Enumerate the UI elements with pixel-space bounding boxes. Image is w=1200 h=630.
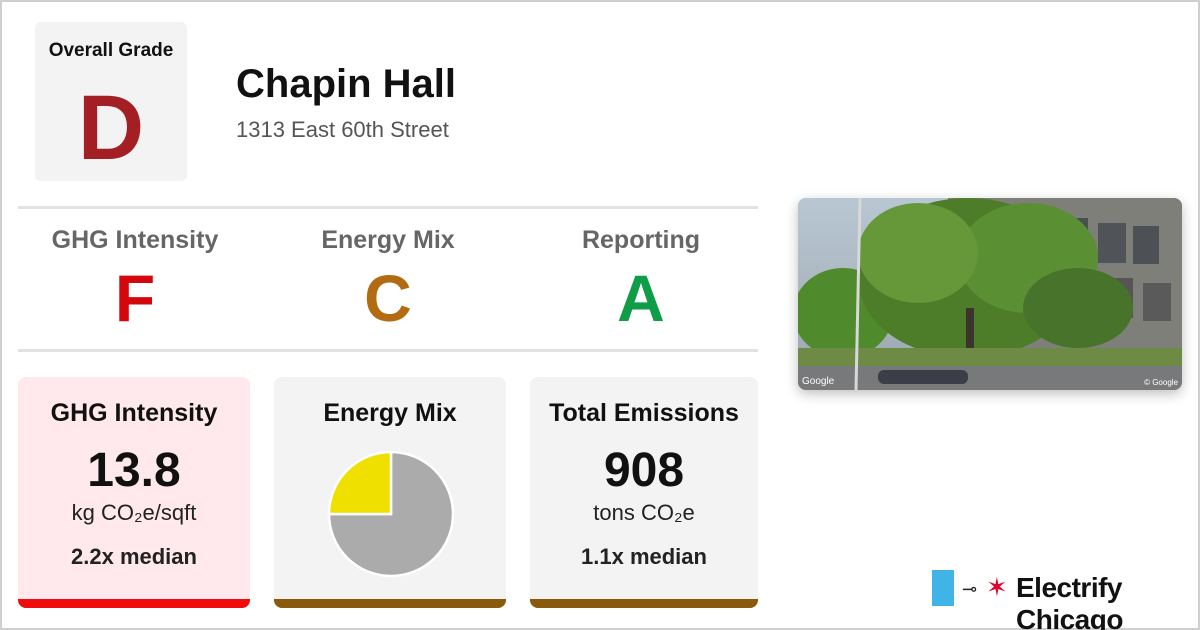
total-emissions-unit: tons CO₂e [593,500,695,525]
card-accent-bar [274,599,506,608]
card-title: Energy Mix [323,399,457,427]
overall-grade-letter: D [77,77,145,179]
sub-grade-label: Reporting [581,226,701,254]
brand-name: Electrify Chicago [1016,572,1123,630]
building-name: Chapin Hall [236,62,457,106]
energy-mix-pie-chart [327,450,455,578]
sub-grade-ghg: GHG Intensity F [15,226,255,333]
card-title: Total Emissions [549,399,739,427]
total-emissions-value: 908 [603,444,685,497]
overall-grade-box: Overall Grade D [35,22,187,181]
ghg-intensity-card: GHG Intensity 13.8 kg CO₂e/sqft 2.2x med… [18,377,250,608]
total-emissions-median: 1.1x median [581,544,707,569]
building-address: 1313 East 60th Street [236,117,449,142]
chicago-flag-stripe-icon [932,570,954,606]
ghg-intensity-value: 13.8 [87,444,181,497]
sub-grade-energy-mix: Energy Mix C [268,226,508,333]
sub-grade-reporting: Reporting A [521,226,761,333]
card-accent-bar [530,599,758,608]
ghg-intensity-unit: kg CO₂e/sqft [71,500,197,525]
ghg-intensity-median: 2.2x median [71,544,197,569]
card-title: GHG Intensity [50,399,218,427]
sub-grade-letter: C [364,261,412,335]
pie-slice-1 [327,450,393,516]
divider-top [18,206,758,209]
google-watermark-left: Google [802,376,835,387]
sub-grade-letter: A [617,261,665,335]
google-watermark-right: © Google [1144,378,1178,387]
chicago-star-icon: ✶ [986,572,1008,602]
sub-grade-label: Energy Mix [321,226,455,254]
energy-mix-card: Energy Mix [274,377,506,608]
card-accent-bar [18,599,250,608]
electrify-chicago-logo[interactable]: ⊸ ✶ Electrify Chicago [930,570,1180,630]
overall-grade-label: Overall Grade [48,40,174,61]
building-street-view-photo: Google © Google [798,198,1182,390]
plug-icon: ⊸ [962,579,978,599]
street-view-image [798,198,1182,390]
sub-grade-letter: F [114,261,156,335]
total-emissions-card: Total Emissions 908 tons CO₂e 1.1x media… [530,377,758,608]
sub-grade-label: GHG Intensity [51,226,219,254]
divider-middle [18,349,758,352]
